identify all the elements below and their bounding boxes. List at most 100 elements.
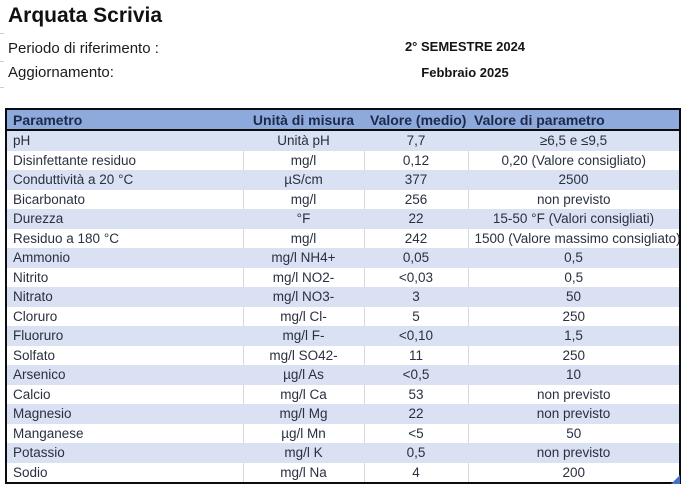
cell-valore-di-parametro: 2500 xyxy=(468,170,680,190)
cell-valore-di-parametro: non previsto xyxy=(467,189,680,209)
cell-valore-medio: <0,03 xyxy=(363,267,468,287)
cell-valore-di-parametro: 15-50 °F (Valori consigliati) xyxy=(468,209,680,229)
table-row: Potassio mg/l K 0,5 non previsto xyxy=(6,443,680,463)
cell-valore-di-parametro: 50 xyxy=(468,287,680,307)
cell-parametro: Durezza xyxy=(6,209,243,229)
cell-unita-di-misura: Unità pH xyxy=(243,130,364,151)
cell-unita-di-misura: mg/l xyxy=(242,228,364,248)
cell-unita-di-misura: mg/l NO3- xyxy=(243,287,364,307)
cell-valore-medio: 0,12 xyxy=(363,150,468,170)
update-label: Aggiornamento: xyxy=(8,64,114,81)
cell-unita-di-misura: mg/l SO42- xyxy=(242,345,364,365)
cell-valore-medio: 11 xyxy=(363,345,468,365)
table-row: Solfato mg/l SO42- 11 250 xyxy=(6,345,680,365)
cell-valore-medio: <5 xyxy=(363,423,468,443)
cell-valore-medio: 22 xyxy=(364,404,468,424)
cell-valore-medio: 53 xyxy=(363,384,468,404)
selection-handle-icon xyxy=(671,475,680,484)
table-row: Magnesio mg/l Mg 22 non previsto xyxy=(6,404,680,424)
cell-unita-di-misura: mg/l K xyxy=(243,443,364,463)
cell-unita-di-misura: mg/l Mg xyxy=(243,404,364,424)
cell-valore-di-parametro: 50 xyxy=(467,423,680,443)
cell-valore-medio: <0,10 xyxy=(364,326,468,346)
cell-parametro: Sodio xyxy=(13,464,48,480)
cell-valore-di-parametro: 0,20 (Valore consigliato) xyxy=(467,150,680,170)
cell-valore-medio: 256 xyxy=(363,189,468,209)
cell-parametro: Fluoruro xyxy=(6,326,243,346)
table-header-row: Parametro Unità di misura Valore (medio)… xyxy=(6,109,680,131)
cell-valore-medio: <0,5 xyxy=(364,365,468,385)
cell-parametro: Solfato xyxy=(13,347,56,363)
cell-parametro: Arsenico xyxy=(6,365,243,385)
table-row: Arsenico µg/l As <0,5 10 xyxy=(6,365,680,385)
cell-valore-di-parametro: 1,5 xyxy=(468,326,680,346)
cell-unita-di-misura: mg/l xyxy=(242,150,364,170)
table-row: Disinfettante residuo mg/l 0,12 0,20 (Va… xyxy=(6,150,680,170)
cell-unita-di-misura: °F xyxy=(243,209,364,229)
table-row: Ammonio mg/l NH4+ 0,05 0,5 xyxy=(6,248,680,268)
cell-unita-di-misura: mg/l xyxy=(242,189,364,209)
cell-valore-medio: 3 xyxy=(364,287,468,307)
gridline-tick xyxy=(0,61,4,62)
cell-parametro: pH xyxy=(6,130,243,151)
cell-parametro: Magnesio xyxy=(6,404,243,424)
gridline-tick xyxy=(0,33,4,34)
column-header-parametro: Parametro xyxy=(6,109,243,131)
cell-valore-di-parametro: non previsto xyxy=(467,384,680,404)
cell-unita-di-misura: µg/l Mn xyxy=(242,423,364,443)
cell-parametro: Cloruro xyxy=(13,308,58,324)
table-row: Nitrato mg/l NO3- 3 50 xyxy=(6,287,680,307)
cell-parametro: Ammonio xyxy=(6,248,243,268)
cell-valore-di-parametro: 10 xyxy=(468,365,680,385)
cell-parametro: Potassio xyxy=(6,443,243,463)
cell-valore-medio: 22 xyxy=(364,209,468,229)
cell-valore-di-parametro: 1500 (Valore massimo consigliato) xyxy=(467,228,680,248)
table-row: Manganese µg/l Mn <5 50 xyxy=(6,423,680,443)
period-label: Periodo di riferimento : xyxy=(8,40,159,57)
table-row: Sodio mg/l Na 4 200 xyxy=(6,462,680,483)
cell-unita-di-misura: mg/l Cl- xyxy=(242,306,364,326)
cell-unita-di-misura: mg/l NH4+ xyxy=(243,248,364,268)
cell-unita-di-misura: µS/cm xyxy=(243,170,364,190)
cell-valore-medio: 377 xyxy=(364,170,468,190)
cell-valore-di-parametro: non previsto xyxy=(468,443,680,463)
cell-unita-di-misura: mg/l Na xyxy=(242,462,364,483)
parameters-table: Parametro Unità di misura Valore (medio)… xyxy=(5,108,681,484)
cell-parametro: Manganese xyxy=(13,425,84,441)
cell-parametro: Bicarbonato xyxy=(13,191,86,207)
cell-valore-medio: 7,7 xyxy=(364,130,468,151)
cell-valore-medio: 5 xyxy=(363,306,468,326)
update-value: Febbraio 2025 xyxy=(421,65,509,80)
column-header-unita-di-misura: Unità di misura xyxy=(243,109,364,131)
table-row: Fluoruro mg/l F- <0,10 1,5 xyxy=(6,326,680,346)
table-row: Conduttività a 20 °C µS/cm 377 2500 xyxy=(6,170,680,190)
cell-valore-di-parametro: 0,5 xyxy=(467,267,680,287)
period-value: 2° SEMESTRE 2024 xyxy=(404,39,526,54)
cell-parametro: Residuo a 180 °C xyxy=(13,230,119,246)
cell-valore-di-parametro: ≥6,5 e ≤9,5 xyxy=(468,130,680,151)
cell-unita-di-misura: µg/l As xyxy=(243,365,364,385)
cell-parametro: Calcio xyxy=(13,386,51,402)
cell-valore-medio: 4 xyxy=(363,462,468,483)
column-header-valore-di-parametro: Valore di parametro xyxy=(468,109,680,131)
gridline-tick xyxy=(0,87,4,88)
cell-parametro: Nitrito xyxy=(13,269,49,285)
cell-valore-medio: 0,5 xyxy=(364,443,468,463)
cell-parametro: Nitrato xyxy=(6,287,243,307)
column-header-valore-medio: Valore (medio) xyxy=(364,109,468,131)
table-row: pH Unità pH 7,7 ≥6,5 e ≤9,5 xyxy=(6,130,680,151)
cell-valore-medio: 242 xyxy=(363,228,468,248)
table-row: Nitrito mg/l NO2- <0,03 0,5 xyxy=(6,267,680,287)
cell-valore-di-parametro: 200 xyxy=(467,462,680,483)
cell-unita-di-misura: mg/l F- xyxy=(243,326,364,346)
cell-unita-di-misura: mg/l Ca xyxy=(242,384,364,404)
page-title: Arquata Scrivia xyxy=(8,4,163,27)
cell-valore-medio: 0,05 xyxy=(364,248,468,268)
cell-unita-di-misura: mg/l NO2- xyxy=(242,267,364,287)
cell-valore-di-parametro: non previsto xyxy=(468,404,680,424)
table-row: Calcio mg/l Ca 53 non previsto xyxy=(6,384,680,404)
table-row: Bicarbonato mg/l 256 non previsto xyxy=(6,189,680,209)
table-row: Residuo a 180 °C mg/l 242 1500 (Valore m… xyxy=(6,228,680,248)
cell-parametro: Conduttività a 20 °C xyxy=(6,170,243,190)
